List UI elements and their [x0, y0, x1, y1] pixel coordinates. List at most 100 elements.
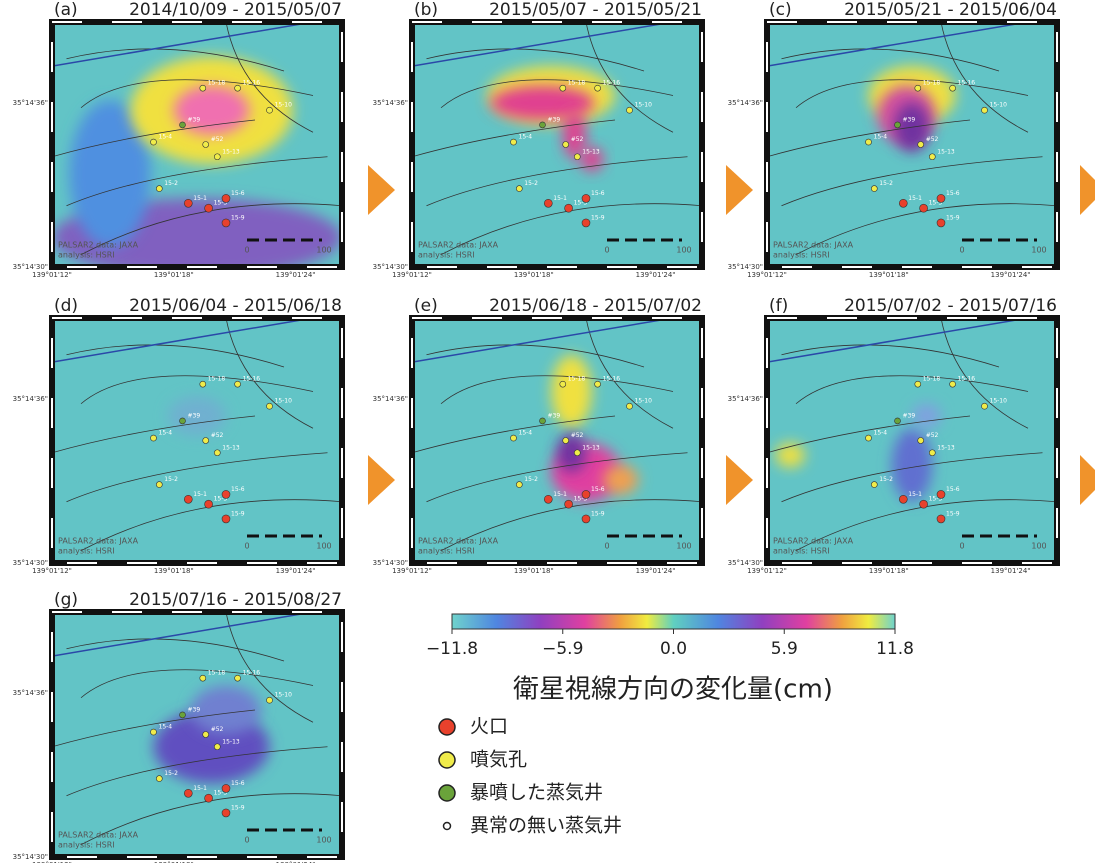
colorbar [451, 613, 896, 630]
panel-label: (d) [54, 296, 78, 316]
scale-label: 0 [244, 542, 249, 551]
well [179, 121, 186, 129]
scale-label: 100 [316, 542, 331, 551]
well [202, 731, 209, 738]
well [894, 121, 901, 129]
scale-label: 100 [1031, 246, 1046, 255]
well-label: 15-9 [946, 214, 960, 221]
well-label: 15-3 [929, 200, 943, 207]
well [562, 141, 570, 148]
well-label: 15-18 [208, 670, 226, 677]
well-label: 15-13 [582, 444, 600, 451]
lon-label: 139°01'12" [747, 271, 787, 279]
road [767, 318, 1033, 363]
map-frame-ticks [411, 317, 703, 564]
well [914, 84, 922, 92]
deformation [891, 428, 933, 502]
contour [440, 499, 702, 552]
credit: PALSAR2 data: JAXA [773, 537, 854, 546]
well-label: 15-10 [990, 102, 1008, 109]
well-label: 15-3 [574, 496, 588, 503]
well [919, 203, 928, 213]
lon-label: 139°01'24" [636, 567, 676, 575]
credit: analysis: HSRI [773, 547, 830, 556]
well-label: 15-10 [635, 102, 653, 109]
well [266, 106, 273, 114]
lat-label: 35°14'36" [373, 99, 408, 107]
deformation [551, 354, 592, 429]
well [204, 793, 213, 803]
contour [52, 415, 256, 454]
map-panel: 15-18 15-16 #39 15-10 15-4 #52 15-13 15-2 15-1 15… [764, 315, 1060, 566]
scale-label: 100 [316, 246, 331, 255]
map-frame-ticks [766, 21, 1058, 268]
well [515, 185, 523, 192]
contour [795, 375, 1029, 405]
well [214, 153, 221, 161]
well-label: 15-9 [946, 510, 960, 517]
contour [795, 499, 1057, 552]
map-area: 15-18 15-16 #39 15-10 15-4 #52 15-13 15-2 15-1 15… [767, 318, 1057, 563]
map-area: 15-18 15-16 #39 15-10 15-4 #52 15-13 15-2 15-1 15… [52, 22, 342, 267]
panel-label: (c) [769, 0, 792, 20]
scale-label: 0 [244, 246, 249, 255]
well-label: 15-9 [231, 214, 245, 221]
contour [426, 48, 645, 72]
well [573, 153, 581, 161]
credit: PALSAR2 data: JAXA [58, 537, 139, 546]
well [543, 494, 553, 504]
well [150, 138, 157, 146]
deformation [775, 442, 805, 468]
contour [426, 452, 688, 503]
well-label: 15-10 [275, 692, 293, 699]
credit: PALSAR2 data: JAXA [773, 241, 854, 250]
well [949, 380, 956, 388]
well-label: 15-16 [958, 80, 976, 87]
well [928, 449, 936, 457]
well-label: #39 [548, 412, 561, 419]
well-label: 15-1 [553, 491, 567, 498]
deformation [69, 100, 151, 248]
well [266, 696, 273, 704]
road [412, 22, 678, 67]
well [917, 437, 925, 444]
panel-period: 2015/07/16 - 2015/08/27 [129, 590, 342, 610]
panel-period: 2015/07/02 - 2015/07/16 [844, 296, 1057, 316]
well-label: 15-4 [159, 134, 173, 141]
well [865, 138, 872, 146]
contour [585, 22, 674, 133]
well [214, 743, 221, 751]
map-panel: 15-18 15-16 #39 15-10 15-4 #52 15-13 15-2 15-1 15… [409, 315, 705, 566]
well [936, 490, 946, 499]
lon-label: 139°01'12" [392, 567, 432, 575]
well [865, 434, 872, 442]
contour [225, 318, 314, 429]
well-label: #39 [903, 412, 916, 419]
map-frame-ticks [766, 317, 1058, 564]
colorbar-tick-label: 5.9 [771, 639, 798, 659]
scale-label: 0 [959, 542, 964, 551]
lat-label: 35°14'30" [373, 559, 408, 567]
contour [940, 318, 1029, 429]
contour [66, 344, 285, 368]
contour [781, 344, 1000, 368]
panel-label: (a) [54, 0, 78, 20]
contour [66, 638, 285, 662]
well [949, 84, 956, 92]
well [562, 437, 570, 444]
well [199, 84, 207, 92]
well-label: 15-3 [929, 496, 943, 503]
well-label: 15-18 [208, 80, 226, 87]
well [559, 380, 567, 388]
lon-label: 139°01'18" [154, 271, 194, 279]
well [515, 481, 523, 488]
well-label: 15-18 [568, 376, 586, 383]
well [936, 514, 946, 524]
well [179, 711, 186, 719]
lat-label: 35°14'30" [13, 853, 48, 861]
scale-label: 100 [676, 246, 691, 255]
credit: PALSAR2 data: JAXA [58, 241, 139, 250]
well-label: 15-1 [908, 195, 922, 202]
well-label: 15-13 [937, 148, 955, 155]
panel-label: (e) [414, 296, 438, 316]
